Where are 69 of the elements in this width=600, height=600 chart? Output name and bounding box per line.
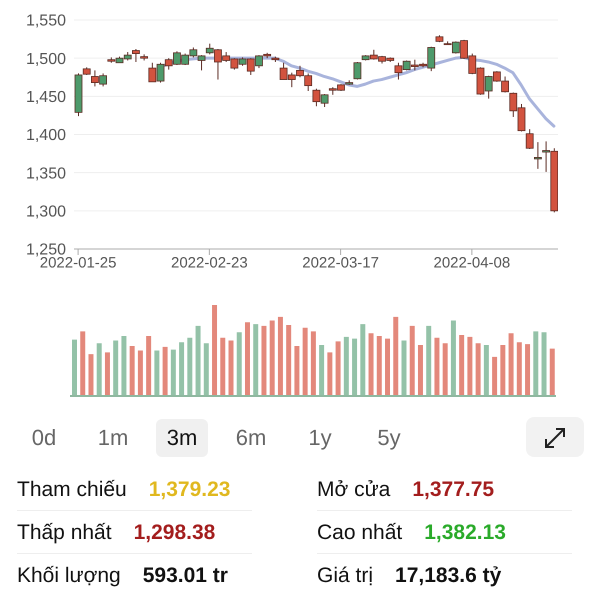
bar	[261, 326, 266, 396]
bar	[286, 325, 292, 396]
bar	[459, 335, 464, 396]
bar	[492, 356, 498, 396]
bar	[138, 350, 143, 396]
category-label: Khối lượng	[17, 564, 121, 588]
x-tick-label: 2022-01-25	[40, 254, 116, 272]
bar	[130, 346, 135, 396]
bar	[467, 336, 472, 396]
bar	[550, 348, 555, 396]
bar	[270, 320, 275, 396]
category-label: Giá trị	[317, 564, 374, 588]
text: 1y	[307, 424, 333, 452]
bar	[336, 341, 341, 396]
bar	[476, 343, 481, 396]
bar	[146, 336, 152, 396]
data-label: 17,183.6 tỷ	[395, 564, 502, 588]
bar	[525, 344, 530, 396]
x-tick-label: 2022-04-08	[433, 254, 510, 272]
bar	[508, 333, 514, 396]
category-label: Cao nhất	[317, 521, 402, 545]
data-label: 1,382.13	[424, 521, 506, 545]
y-tick-label: 1,450	[26, 89, 66, 106]
bar	[212, 305, 218, 396]
y-tick-label: 1,500	[26, 50, 66, 68]
bar	[327, 352, 332, 396]
text: 6m	[234, 424, 268, 452]
candlestick	[132, 48, 140, 62]
category-label: Tham chiếu	[17, 478, 127, 502]
text: 0d	[30, 424, 58, 452]
data-label: 1,298.38	[134, 521, 216, 545]
data-label: 1,379.23	[148, 478, 230, 502]
text: 3m	[156, 419, 208, 457]
bar	[418, 345, 423, 396]
bar	[393, 316, 398, 396]
bar	[302, 328, 308, 396]
data-label: 593.01 tr	[142, 564, 228, 588]
bar	[410, 326, 415, 396]
bar	[228, 340, 234, 396]
bar	[500, 345, 506, 396]
candlestick	[534, 142, 542, 170]
bar	[294, 346, 300, 396]
bar	[162, 346, 168, 396]
bar	[88, 354, 94, 396]
x-tick-label: 2022-02-23	[170, 254, 248, 272]
candlestick	[354, 61, 362, 80]
y-tick-label: 1,550	[26, 12, 66, 30]
y-tick-label: 1,300	[26, 204, 66, 221]
text: 5y	[376, 424, 402, 452]
category-label: Thấp nhất	[17, 521, 112, 545]
data-label: 1,377.75	[412, 478, 494, 502]
text: 1m	[96, 424, 130, 452]
bar	[434, 338, 440, 396]
bar	[278, 316, 283, 396]
bar	[368, 333, 374, 396]
bar	[310, 331, 316, 396]
x-tick-label: 2022-03-17	[302, 254, 379, 272]
bar	[244, 322, 250, 396]
candlestick	[526, 128, 534, 150]
category-label: Mở cửa	[317, 478, 390, 502]
bar	[104, 352, 110, 396]
bar	[385, 338, 390, 396]
bar	[80, 331, 86, 396]
bar	[442, 343, 448, 396]
bar	[220, 338, 226, 396]
bar	[516, 342, 522, 396]
y-tick-label: 1,400	[26, 127, 66, 144]
y-tick-label: 1,350	[26, 165, 66, 182]
bar	[376, 336, 382, 396]
